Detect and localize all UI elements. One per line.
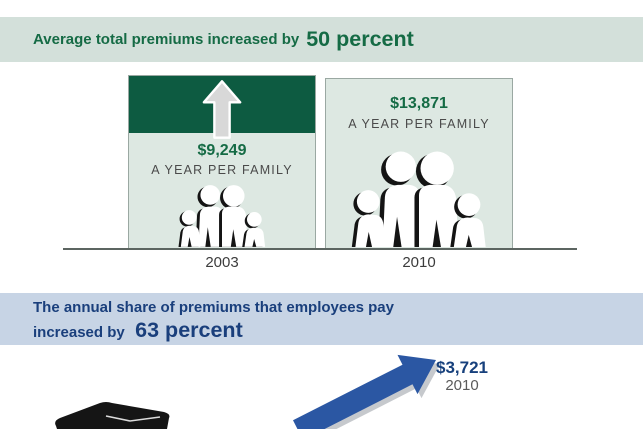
premiums-header-text: Average total premiums increased by [33,31,300,48]
share-header-band: The annual share of premiums that employ… [0,293,643,345]
premium-amount-2003: $9,249 [197,142,247,159]
share-header-line2-text: increased by [33,324,125,341]
premium-bar-2003: $9,249 A YEAR PER FAMILY [128,75,316,249]
share-header-line1: The annual share of premiums that employ… [33,299,394,316]
premiums-header-band: Average total premiums increased by 50 p… [0,17,643,62]
premiums-header-emphasis: 50 percent [306,27,414,51]
family-icon-2003 [178,185,266,247]
premium-unit-2003: A YEAR PER FAMILY [151,163,293,177]
share-callout-year: 2010 [445,377,479,394]
share-header-line2: increased by 63 percent [33,318,643,345]
wallet-icon [55,402,170,429]
premium-unit-2010: A YEAR PER FAMILY [348,117,490,131]
family-icon-2010 [351,151,486,247]
increase-arrow-icon [293,354,440,429]
year-label-2003: 2003 [205,254,239,271]
premium-bar-2010: $13,871 A YEAR PER FAMILY [325,78,513,249]
year-label-2010: 2010 [402,254,436,271]
premium-amount-2010: $13,871 [390,95,448,112]
share-header-line2-emphasis: 63 percent [135,318,243,342]
chart-baseline [63,248,577,250]
growth-up-arrow-icon [202,80,242,139]
share-callout-amount: $3,721 [436,358,488,377]
